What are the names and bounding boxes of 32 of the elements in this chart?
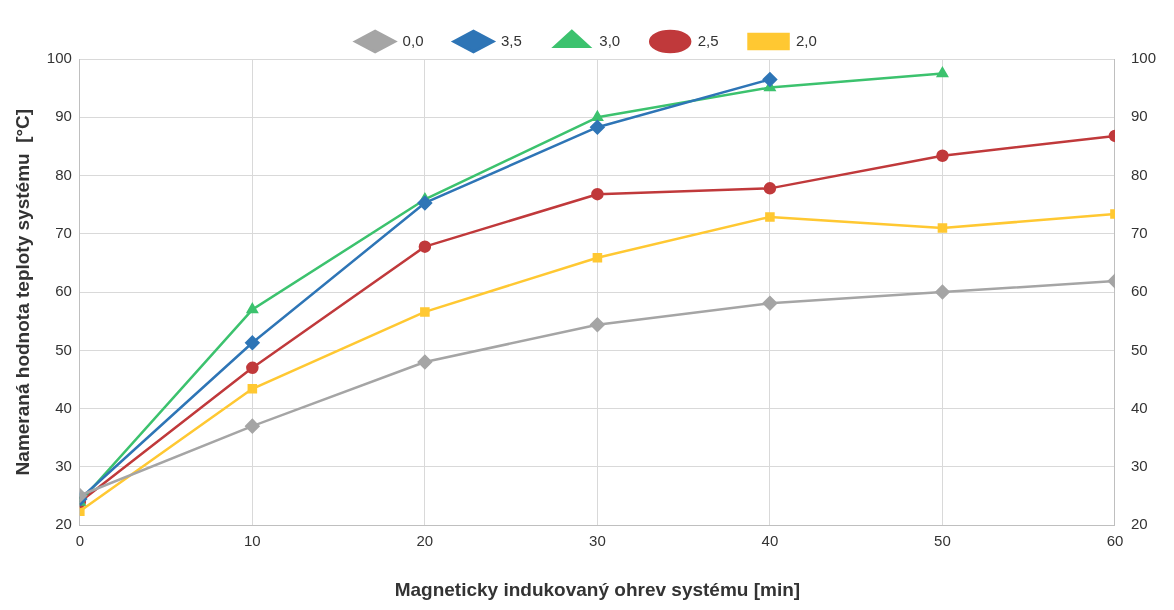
- y-tick-label: 90: [55, 107, 72, 125]
- x-tick-label: 40: [761, 532, 779, 550]
- y-tick-label: 70: [55, 223, 72, 241]
- x-tick-label: 10: [244, 532, 261, 550]
- y-tick-label: 100: [46, 49, 72, 67]
- x-tick-label: 50: [934, 532, 951, 550]
- y2-tick-label: 80: [1130, 165, 1148, 183]
- y-tick-label: 80: [55, 165, 72, 183]
- x-axis-title: Magneticky indukovaný ohrev systému [min]: [394, 578, 801, 600]
- y2-tick-label: 30: [1130, 457, 1148, 475]
- legend-label: 0,0: [402, 31, 424, 49]
- y-tick-label: 40: [55, 398, 72, 416]
- y2-tick-label: 100: [1130, 49, 1156, 67]
- x-tick-label: 0: [75, 532, 84, 550]
- y-tick-label: 60: [55, 282, 72, 300]
- y2-tick-label: 20: [1130, 515, 1148, 533]
- y2-tick-label: 70: [1130, 223, 1148, 241]
- x-tick-label: 60: [1106, 532, 1124, 550]
- legend-label: 3,5: [500, 31, 522, 49]
- legend-label: 2,5: [697, 31, 719, 49]
- y2-tick-label: 50: [1130, 340, 1148, 358]
- y2-tick-label: 40: [1130, 398, 1148, 416]
- x-tick-label: 20: [416, 532, 434, 550]
- legend-label: 2,0: [796, 31, 817, 49]
- y-tick-label: 20: [55, 515, 72, 533]
- y-axis-title: Nameraná hodnota teploty systému [°C]: [11, 108, 33, 476]
- y-tick-label: 30: [55, 457, 72, 475]
- y2-tick-label: 60: [1130, 282, 1148, 300]
- y-tick-label: 50: [55, 340, 72, 358]
- legend-label: 3,0: [599, 31, 621, 49]
- y2-tick-label: 90: [1130, 107, 1148, 125]
- x-tick-label: 30: [589, 532, 606, 550]
